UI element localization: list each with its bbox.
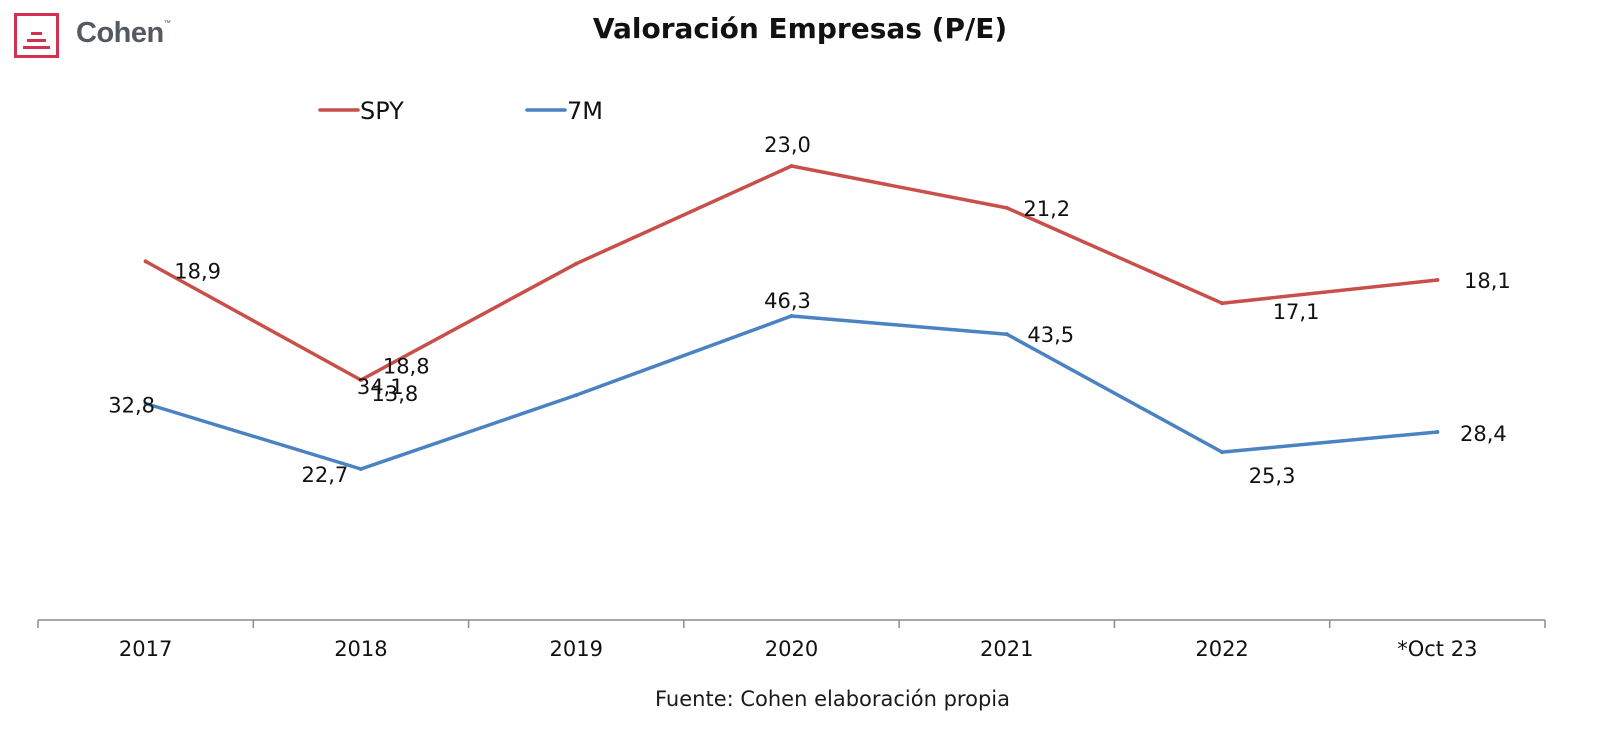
- x-tick-label: 2017: [119, 637, 172, 661]
- x-tick-label: 2022: [1195, 637, 1248, 661]
- chart-title: Valoración Empresas (P/E): [592, 12, 1008, 45]
- data-point: [789, 164, 794, 168]
- data-point: [1220, 450, 1225, 455]
- cohen-logo-icon: [14, 13, 59, 58]
- series-line-7m: [143, 314, 1440, 471]
- series-line-spy: [143, 164, 1440, 382]
- data-label: 25,3: [1249, 464, 1296, 488]
- data-point: [143, 401, 148, 406]
- x-tick-label: 2021: [980, 637, 1033, 661]
- data-label: 13,8: [372, 382, 419, 406]
- data-label: 18,8: [383, 355, 430, 379]
- cohen-logo-text: Cohen™: [76, 17, 171, 49]
- data-label: 46,3: [764, 289, 811, 313]
- legend-label-spy: SPY: [360, 97, 404, 125]
- data-point: [1435, 277, 1440, 282]
- data-point: [1220, 301, 1225, 306]
- data-label: 17,1: [1273, 300, 1320, 324]
- data-point: [358, 378, 363, 382]
- data-label: 34,1: [357, 375, 404, 399]
- data-point: [789, 314, 794, 318]
- x-tick-label: *Oct 23: [1397, 637, 1477, 661]
- data-point: [143, 259, 148, 264]
- x-tick-label: 2018: [334, 637, 387, 661]
- source-note: Fuente: Cohen elaboración propia: [654, 687, 1010, 711]
- data-label: 23,0: [764, 133, 811, 157]
- data-label: 21,2: [1023, 197, 1070, 221]
- data-label: 22,7: [302, 463, 349, 487]
- data-label: 28,4: [1460, 422, 1507, 446]
- data-point: [1435, 430, 1440, 435]
- data-point: [574, 393, 579, 398]
- data-label: 18,9: [174, 259, 221, 283]
- data-point: [1004, 332, 1009, 337]
- x-tick-label: 2020: [765, 637, 818, 661]
- data-point: [574, 261, 579, 266]
- legend-label-7m: 7M: [567, 97, 603, 125]
- data-point: [1004, 205, 1009, 210]
- x-tick-label: 2019: [549, 637, 602, 661]
- data-label: 18,1: [1464, 269, 1511, 293]
- data-point: [358, 467, 363, 471]
- data-label: 32,8: [108, 394, 155, 418]
- data-label: 43,5: [1027, 323, 1074, 347]
